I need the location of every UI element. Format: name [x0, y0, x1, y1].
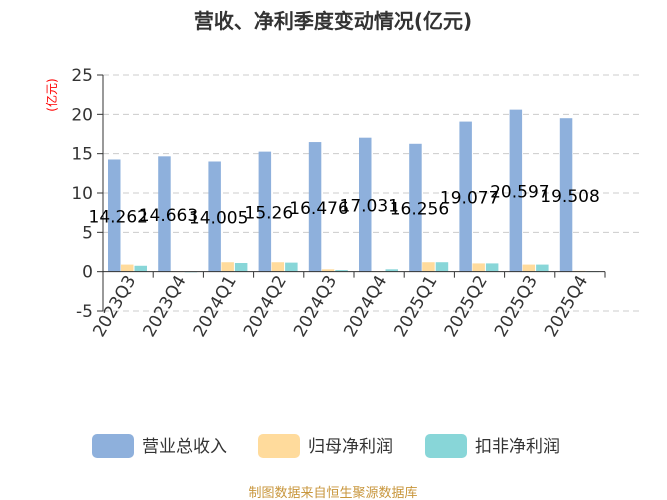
bar-1-2024Q1	[221, 262, 234, 272]
chart-title: 营收、净利季度变动情况(亿元)	[194, 9, 472, 33]
x-tick-label: 2024Q4	[340, 272, 391, 340]
bar-0-2025Q3	[509, 109, 523, 272]
legend-swatch	[425, 434, 467, 458]
bar-2-2025Q3	[536, 264, 549, 272]
data-label: 15.26	[245, 204, 294, 224]
y-axis-label: (亿元)	[44, 78, 59, 111]
bar-0-2025Q1	[409, 143, 422, 272]
bar-2-2024Q3	[335, 270, 348, 272]
data-label: 14.262	[89, 208, 148, 228]
y-tick-label: 10	[71, 184, 93, 204]
bar-2-2023Q3	[134, 265, 147, 272]
x-tick-label: 2024Q2	[240, 272, 291, 340]
data-label: 14.005	[189, 209, 248, 229]
bar-2-2025Q1	[435, 262, 449, 272]
y-tick-label: 25	[71, 66, 93, 86]
bar-1-2025Q3	[522, 264, 536, 272]
x-tick-label: 2024Q3	[290, 272, 341, 340]
legend-swatch	[258, 434, 300, 458]
legend-label: 归母净利润	[308, 437, 393, 457]
bar-0-2024Q1	[208, 161, 221, 272]
legend-label: 扣非净利润	[475, 437, 560, 457]
data-label: 14.663	[139, 206, 198, 226]
bar-0-2023Q3	[108, 159, 121, 272]
bar-2-2025Q2	[485, 263, 499, 272]
x-tick-label: 2025Q1	[391, 272, 442, 340]
data-label: 20.597	[490, 183, 549, 203]
legend-swatch	[92, 434, 134, 458]
bar-0-2024Q3	[308, 142, 322, 272]
x-tick-label: 2025Q2	[441, 272, 492, 340]
x-tick-label: 2025Q3	[491, 272, 542, 340]
y-tick-label: -5	[76, 302, 93, 322]
y-tick-label: 15	[71, 145, 93, 165]
bar-2-2024Q1	[234, 263, 248, 272]
bar-0-2024Q4	[359, 137, 372, 272]
bar-1-2024Q3	[321, 269, 335, 272]
bar-1-2024Q2	[271, 262, 285, 272]
bar-0-2023Q4	[158, 156, 171, 272]
bar-2-2024Q2	[285, 262, 298, 272]
y-tick-label: 20	[71, 105, 93, 125]
bar-0-2025Q4	[559, 118, 573, 272]
legend-label: 营业总收入	[142, 437, 227, 457]
data-label: 16.476	[289, 199, 348, 219]
x-tick-label: 2024Q1	[190, 272, 241, 340]
data-label: 17.031	[340, 197, 399, 217]
data-label: 16.256	[390, 200, 449, 220]
y-tick-label: 5	[82, 223, 93, 243]
data-label: 19.077	[440, 189, 499, 209]
bar-1-2023Q3	[121, 264, 134, 272]
bar-0-2024Q2	[258, 151, 272, 272]
bar-2-2024Q4	[385, 269, 398, 272]
bar-0-2025Q2	[459, 121, 472, 272]
y-tick-label: 0	[82, 263, 93, 283]
data-label: 19.508	[540, 187, 599, 207]
x-tick-label: 2023Q4	[140, 272, 191, 340]
x-tick-label: 2023Q3	[89, 272, 140, 340]
bar-1-2025Q1	[422, 262, 435, 272]
data-source-footer: 制图数据来自恒生聚源数据库	[248, 485, 417, 500]
x-tick-label: 2025Q4	[541, 272, 592, 340]
bar-1-2025Q2	[472, 263, 485, 272]
